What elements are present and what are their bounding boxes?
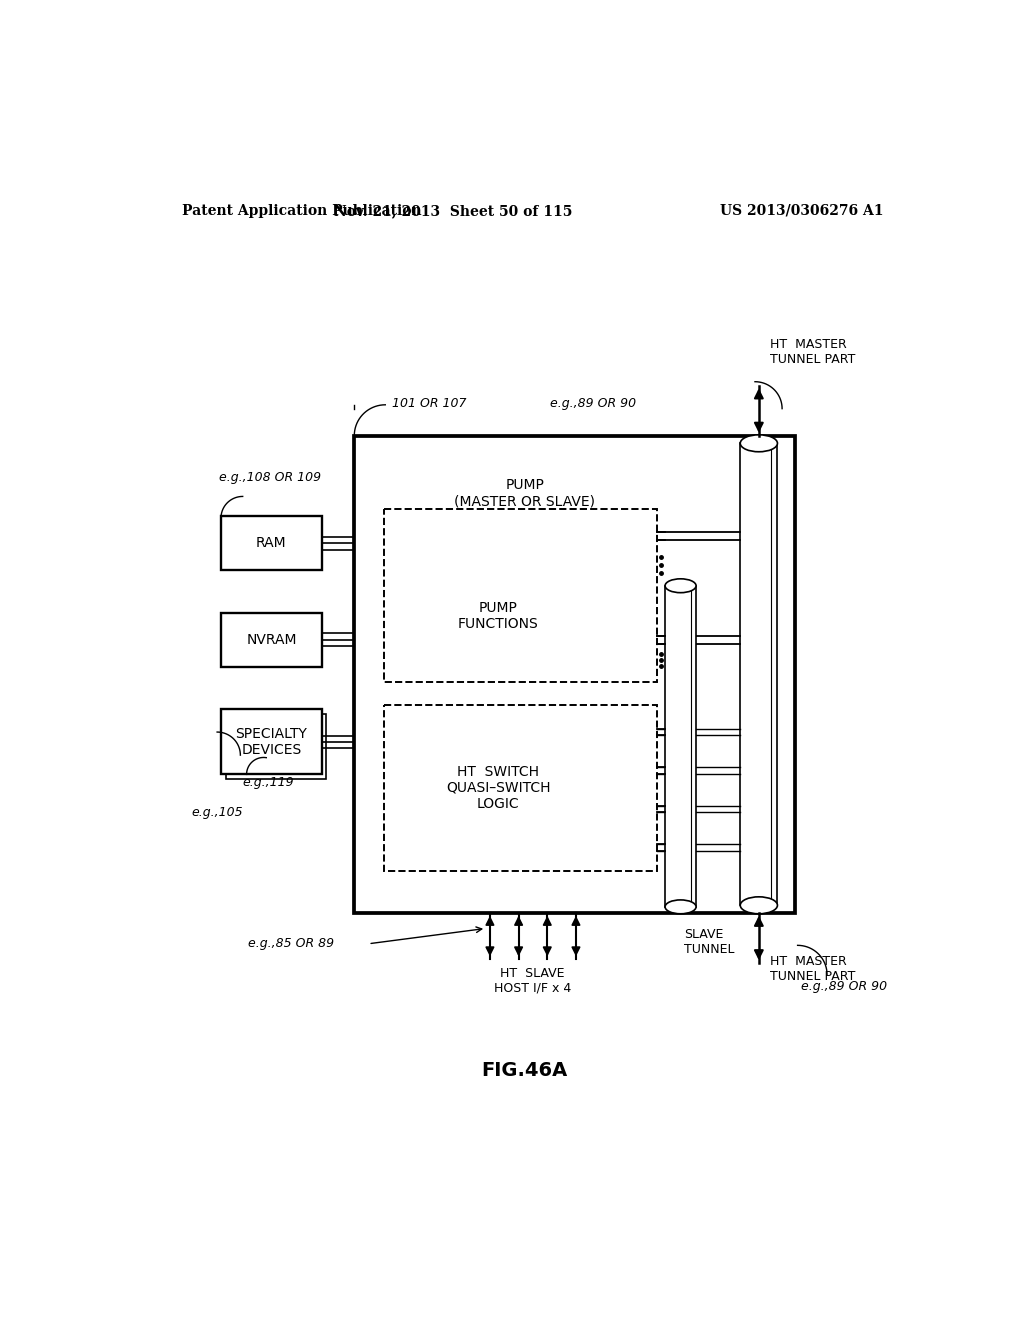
Text: HT  MASTER
TUNNEL PART: HT MASTER TUNNEL PART — [770, 956, 856, 983]
Bar — [384, 705, 656, 871]
Bar — [221, 516, 322, 570]
Bar — [225, 714, 327, 779]
Text: PUMP
FUNCTIONS: PUMP FUNCTIONS — [458, 601, 539, 631]
Bar — [221, 612, 322, 667]
Text: e.g.,108 OR 109: e.g.,108 OR 109 — [219, 471, 322, 484]
Bar — [221, 709, 322, 775]
Text: US 2013/0306276 A1: US 2013/0306276 A1 — [721, 203, 884, 218]
Text: HT  SWITCH
QUASI–SWITCH
LOGIC: HT SWITCH QUASI–SWITCH LOGIC — [446, 764, 551, 810]
Text: e.g.,89 OR 90: e.g.,89 OR 90 — [802, 979, 888, 993]
Ellipse shape — [665, 900, 696, 913]
Bar — [665, 586, 696, 907]
Text: HT  MASTER
TUNNEL PART: HT MASTER TUNNEL PART — [770, 338, 856, 367]
Bar — [740, 444, 777, 906]
Text: Nov. 21, 2013  Sheet 50 of 115: Nov. 21, 2013 Sheet 50 of 115 — [334, 203, 572, 218]
Text: RAM: RAM — [256, 536, 287, 550]
Text: FIG.46A: FIG.46A — [481, 1061, 568, 1080]
Text: e.g.,119: e.g.,119 — [243, 776, 294, 788]
Text: PUMP
(MASTER OR SLAVE): PUMP (MASTER OR SLAVE) — [455, 478, 595, 508]
Text: SPECIALTY
DEVICES: SPECIALTY DEVICES — [236, 726, 307, 756]
Bar — [384, 508, 656, 682]
Text: e.g.,85 OR 89: e.g.,85 OR 89 — [248, 937, 334, 950]
Ellipse shape — [740, 434, 777, 451]
Ellipse shape — [740, 896, 777, 913]
Text: Patent Application Publication: Patent Application Publication — [182, 203, 422, 218]
Text: e.g.,89 OR 90: e.g.,89 OR 90 — [550, 397, 637, 409]
Bar — [354, 436, 795, 913]
Text: HT  SLAVE
HOST I/F x 4: HT SLAVE HOST I/F x 4 — [494, 966, 571, 995]
Text: e.g.,105: e.g.,105 — [191, 807, 243, 820]
Text: SLAVE
TUNNEL: SLAVE TUNNEL — [684, 928, 735, 957]
Text: NVRAM: NVRAM — [246, 632, 297, 647]
Text: 101 OR 107: 101 OR 107 — [391, 397, 466, 409]
Ellipse shape — [665, 578, 696, 593]
